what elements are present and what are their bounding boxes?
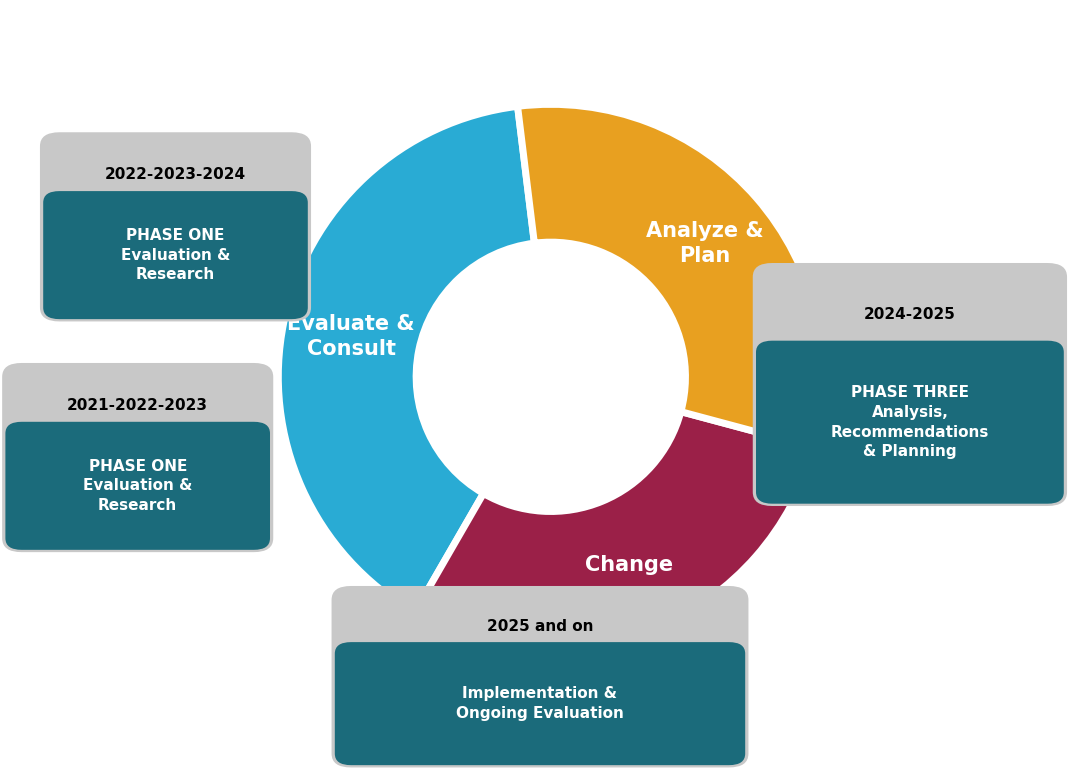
Wedge shape bbox=[279, 106, 535, 613]
FancyBboxPatch shape bbox=[5, 421, 270, 550]
FancyBboxPatch shape bbox=[335, 642, 745, 765]
Text: PHASE THREE
Analysis,
Recommendations
& Planning: PHASE THREE Analysis, Recommendations & … bbox=[831, 385, 989, 459]
Text: 2021-2022-2023: 2021-2022-2023 bbox=[67, 398, 208, 413]
Text: Change: Change bbox=[584, 555, 673, 575]
Wedge shape bbox=[415, 411, 814, 649]
FancyBboxPatch shape bbox=[756, 341, 1064, 504]
FancyBboxPatch shape bbox=[2, 363, 273, 552]
FancyBboxPatch shape bbox=[332, 586, 748, 767]
FancyBboxPatch shape bbox=[43, 191, 308, 319]
Text: Implementation &
Ongoing Evaluation: Implementation & Ongoing Evaluation bbox=[456, 686, 624, 721]
Circle shape bbox=[416, 242, 686, 511]
Text: 2025 and on: 2025 and on bbox=[487, 619, 593, 634]
Wedge shape bbox=[517, 105, 823, 448]
Text: 2024-2025: 2024-2025 bbox=[864, 307, 956, 322]
Text: PHASE ONE
Evaluation &
Research: PHASE ONE Evaluation & Research bbox=[83, 458, 192, 513]
Text: Analyze &
Plan: Analyze & Plan bbox=[646, 221, 764, 265]
Text: Evaluate &
Consult: Evaluate & Consult bbox=[287, 314, 415, 358]
Text: PHASE ONE
Evaluation &
Research: PHASE ONE Evaluation & Research bbox=[121, 228, 230, 282]
Text: 2022-2023-2024: 2022-2023-2024 bbox=[105, 167, 246, 182]
FancyBboxPatch shape bbox=[40, 132, 311, 321]
FancyBboxPatch shape bbox=[753, 263, 1067, 506]
